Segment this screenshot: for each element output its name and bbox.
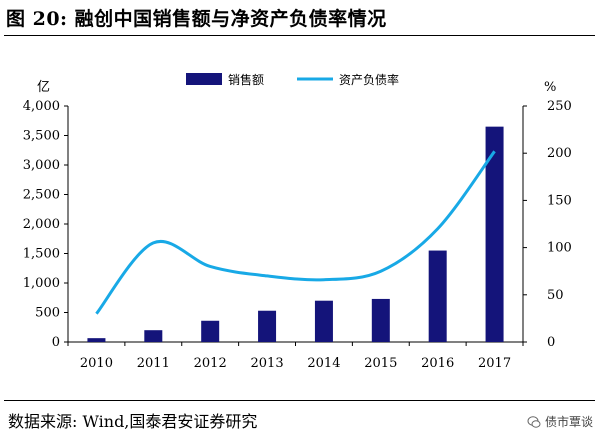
left-tick-label: 1,500 [23, 247, 60, 262]
right-tick-label: 200 [547, 146, 572, 161]
watermark-text: 债市覃谈 [544, 415, 593, 429]
right-tick-label: 0 [547, 335, 555, 350]
left-tick-label: 3,500 [23, 129, 60, 144]
sales-bar [258, 310, 277, 342]
left-tick-label: 4,000 [23, 99, 60, 114]
left-tick-label: 3,000 [23, 158, 60, 173]
wechat-icon [527, 415, 541, 428]
sales-bar [144, 330, 163, 342]
right-tick-label: 250 [547, 99, 572, 114]
left-axis-unit: 亿 [37, 80, 50, 95]
line-series [95, 150, 496, 315]
x-tick-label: 2016 [421, 356, 454, 371]
left-tick-label: 1,000 [23, 276, 60, 291]
chart-axes [64, 105, 527, 346]
bar-series [87, 126, 504, 343]
left-tick-label: 0 [52, 335, 60, 350]
left-tick-label: 500 [35, 306, 60, 321]
x-tick-label: 2011 [137, 356, 170, 371]
sales-bar [371, 298, 390, 342]
x-tick-label: 2017 [478, 356, 511, 371]
x-tick-label: 2013 [251, 356, 284, 371]
figure-title: 图 20: 融创中国销售额与净资产负债率情况 [6, 8, 387, 30]
right-tick-label: 100 [547, 241, 572, 256]
legend-label-sales: 销售额 [228, 72, 264, 87]
sales-bar [485, 126, 504, 343]
legend-label-debt-ratio: 资产负债率 [339, 72, 399, 87]
tick-labels: 0 500 1,000 1,500 2,000 2,500 3,000 3,500 4,000 0… [23, 80, 572, 371]
sales-bar [87, 338, 106, 342]
right-tick-label: 50 [547, 288, 564, 303]
sales-bar [428, 250, 447, 342]
x-tick-label: 2014 [307, 356, 340, 371]
source-note: 数据来源: Wind,国泰君安证券研究 [8, 412, 258, 431]
x-tick-label: 2015 [364, 356, 397, 371]
source-divider [4, 400, 595, 401]
right-axis-unit: % [544, 80, 556, 95]
left-tick-label: 2,500 [23, 188, 60, 203]
title-divider [4, 35, 595, 36]
right-tick-label: 150 [547, 193, 572, 208]
sales-bar [201, 320, 220, 342]
x-tick-label: 2012 [194, 356, 227, 371]
legend-swatch-sales [186, 73, 222, 85]
chart-legend: 销售额 资产负债率 [186, 72, 399, 87]
left-tick-label: 2,000 [23, 217, 60, 232]
watermark: 债市覃谈 [527, 413, 593, 430]
sales-bar [314, 300, 333, 342]
x-tick-label: 2010 [80, 356, 113, 371]
